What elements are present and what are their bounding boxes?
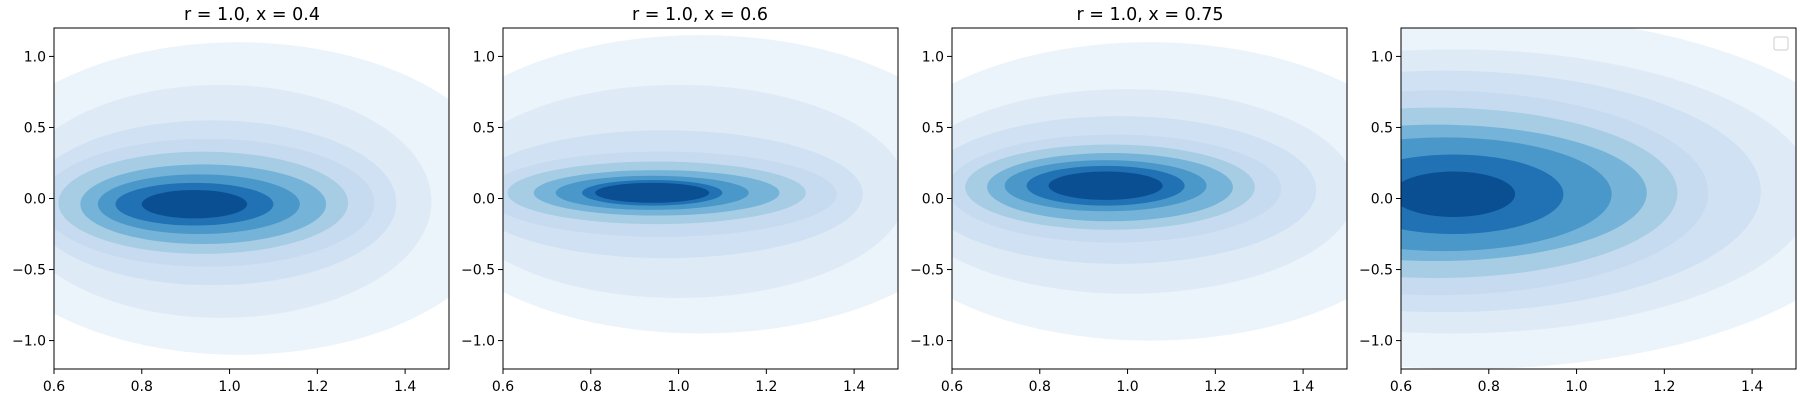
y-tick-label: −0.5 [1359,263,1393,279]
panel-1-frame [53,27,450,370]
panel-1: r = 1.0, x = 0.4 0.6 0.8 1.0 1.2 1.4 −1.0 −0.… [12,5,450,395]
y-tick-label: 0.0 [473,192,495,208]
y-tick-label: 1.0 [24,49,46,65]
x-tick-label: 0.8 [131,379,153,395]
panel-4: 0.6 0.8 1.0 1.2 1.4 −1.0 −0.5 0.0 0.5 1.0 [1359,27,1797,395]
panel-1-xticks: 0.6 0.8 1.0 1.2 1.4 [43,369,416,395]
x-tick-label: 0.8 [580,379,602,395]
x-tick-label: 0.6 [492,379,514,395]
y-tick-label: −1.0 [1359,334,1393,350]
y-tick-label: 0.5 [1371,120,1393,136]
panel-3-title: r = 1.0, x = 0.75 [1076,5,1223,25]
x-tick-label: 1.0 [667,379,689,395]
x-tick-label: 1.2 [1653,379,1675,395]
x-tick-label: 1.0 [218,379,240,395]
y-tick-label: 0.0 [922,192,944,208]
x-tick-label: 0.8 [1478,379,1500,395]
panel-2-contours [503,28,898,369]
panel-4-yticks: −1.0 −0.5 0.0 0.5 1.0 [1359,49,1401,350]
y-tick-label: −0.5 [461,263,495,279]
panel-2-frame [502,27,899,370]
panel-2-yticks: −1.0 −0.5 0.0 0.5 1.0 [461,49,503,350]
panel-4-contour-level-9 [1401,171,1516,217]
y-tick-label: −0.5 [12,263,46,279]
y-tick-label: 0.5 [922,120,944,136]
y-tick-label: 0.5 [24,120,46,136]
x-tick-label: 0.6 [43,379,65,395]
panel-2-title: r = 1.0, x = 0.6 [632,5,768,25]
x-tick-label: 1.4 [1741,379,1763,395]
x-tick-label: 1.4 [394,379,416,395]
x-tick-label: 0.8 [1029,379,1051,395]
panel-2-contour-level-9 [595,182,710,203]
x-tick-label: 1.0 [1116,379,1138,395]
x-tick-label: 1.2 [755,379,777,395]
y-tick-label: 1.0 [1371,49,1393,65]
panel-1-title: r = 1.0, x = 0.4 [184,5,320,25]
panel-4-contours [1401,28,1796,369]
x-tick-label: 1.4 [843,379,865,395]
panel-4-xticks: 0.6 0.8 1.0 1.2 1.4 [1390,369,1763,395]
panel-3-frame [951,27,1348,370]
panel-3-contours [952,28,1347,369]
y-tick-label: −1.0 [461,334,495,350]
panel-1-yticks: −1.0 −0.5 0.0 0.5 1.0 [12,49,54,350]
y-tick-label: −1.0 [910,334,944,350]
panel-1-contour-level-9 [141,189,248,219]
y-tick-label: −1.0 [12,334,46,350]
panel-3: r = 1.0, x = 0.75 0.6 0.8 1.0 1.2 1.4 −1.0 −0… [910,5,1348,395]
x-tick-label: 1.2 [306,379,328,395]
x-tick-label: 1.2 [1204,379,1226,395]
x-tick-label: 0.6 [941,379,963,395]
y-tick-label: −0.5 [910,263,944,279]
panel-2: r = 1.0, x = 0.6 0.6 0.8 1.0 1.2 1.4 −1.0 −0.… [461,5,899,395]
panel-4-frame [1400,27,1797,370]
x-tick-label: 1.4 [1292,379,1314,395]
y-tick-label: 0.0 [1371,192,1393,208]
y-tick-label: 1.0 [473,49,495,65]
y-tick-label: 1.0 [922,49,944,65]
y-tick-label: 0.0 [24,192,46,208]
panel-2-xticks: 0.6 0.8 1.0 1.2 1.4 [492,369,865,395]
panel-3-yticks: −1.0 −0.5 0.0 0.5 1.0 [910,49,952,350]
panel-3-xticks: 0.6 0.8 1.0 1.2 1.4 [941,369,1314,395]
panel-1-contours [54,28,449,369]
legend-box [1773,36,1789,51]
x-tick-label: 0.6 [1390,379,1412,395]
panel-3-contour-level-9 [1048,171,1163,200]
y-tick-label: 0.5 [473,120,495,136]
x-tick-label: 1.0 [1565,379,1587,395]
